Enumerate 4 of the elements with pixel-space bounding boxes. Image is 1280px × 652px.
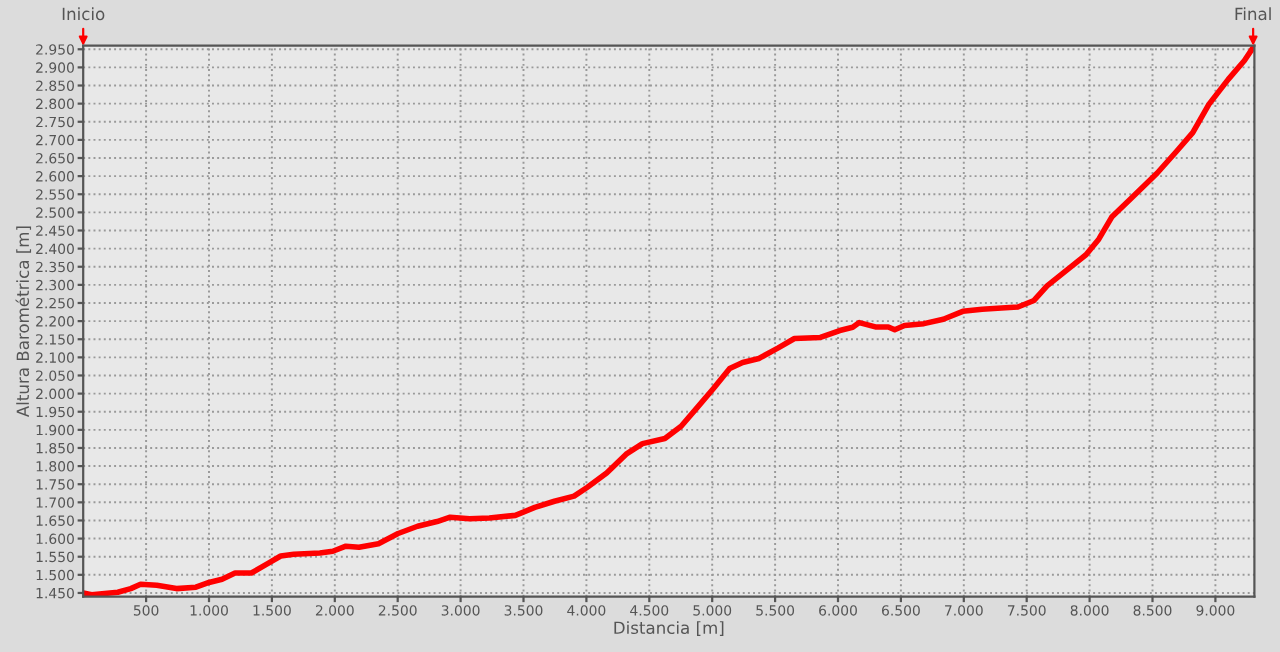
y-axis-title: Altura Barométrica [m] (15, 226, 32, 418)
x-axis-title: Distancia [m] (614, 621, 724, 636)
text: Final (1235, 7, 1271, 21)
text: Inicio (62, 7, 105, 21)
